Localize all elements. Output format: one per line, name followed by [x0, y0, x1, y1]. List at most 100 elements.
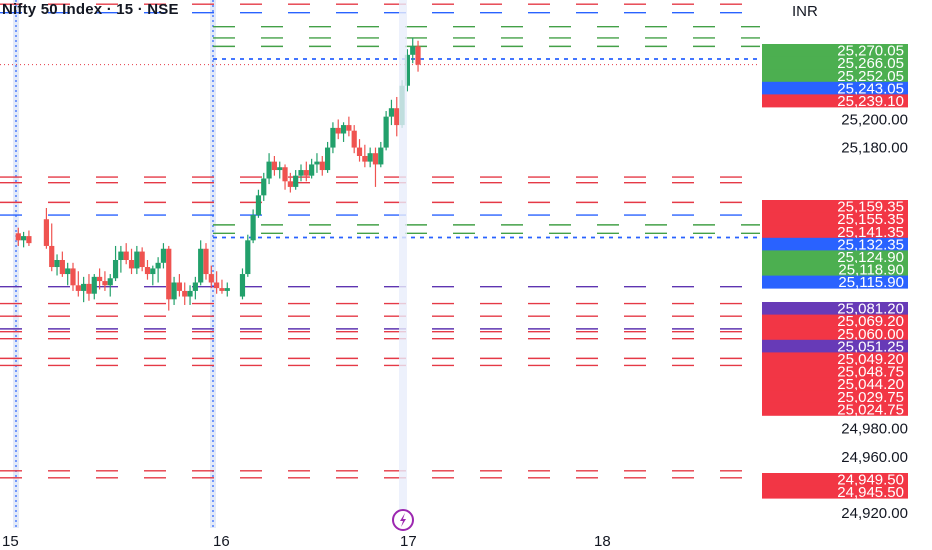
candle-body: [266, 161, 272, 179]
x-tick-label: 17: [400, 533, 417, 550]
price-badge-label: 24,949.50: [837, 472, 904, 489]
price-badge-label: 25,024.75: [837, 401, 904, 418]
currency-label[interactable]: INR: [792, 3, 818, 20]
price-badge-label: 25,239.10: [837, 93, 904, 110]
candle-body: [351, 130, 357, 148]
candle-body: [410, 46, 416, 55]
candle-body: [15, 233, 21, 241]
candle-body: [372, 153, 379, 165]
candle-body: [182, 290, 188, 297]
candle-body: [21, 236, 27, 241]
price-badge: [762, 212, 908, 226]
candle-body: [86, 283, 92, 294]
candle-body: [367, 153, 373, 162]
price-badge-label: 25,159.35: [837, 199, 904, 216]
candle-body: [214, 282, 220, 289]
current-bar-highlight: [399, 0, 407, 528]
price-badge: [762, 365, 908, 378]
candle-body: [239, 274, 246, 297]
candle-body: [118, 251, 124, 260]
price-badge-label: 25,044.20: [837, 376, 904, 393]
candle-body: [171, 282, 177, 300]
price-badge-label: 25,141.35: [837, 224, 904, 241]
price-badge-label: 25,049.20: [837, 351, 904, 368]
candle-body: [91, 276, 97, 294]
candle-body: [224, 288, 230, 291]
candle-body: [192, 282, 198, 291]
candle-body: [298, 170, 304, 176]
price-badge-label: 25,060.00: [837, 326, 904, 343]
y-tick-label: 24,980.00: [841, 421, 908, 438]
price-badge: [762, 44, 908, 57]
candle-body: [319, 161, 325, 171]
candle-body: [97, 276, 103, 282]
candle-body: [107, 278, 113, 286]
price-badge-label: 25,118.90: [838, 262, 904, 279]
session-band: [13, 0, 19, 528]
candle-body: [293, 175, 299, 187]
candle-body: [261, 178, 267, 196]
y-tick-label: 25,200.00: [841, 111, 908, 128]
candle-body: [415, 46, 421, 65]
price-badge-label: 24,945.50: [837, 484, 904, 501]
x-tick-label: 16: [213, 533, 230, 550]
candle-body: [54, 260, 60, 268]
price-badge-label: 25,048.75: [837, 364, 904, 381]
candle-body: [208, 274, 214, 283]
x-tick-label: 18: [594, 533, 611, 550]
candle-body: [282, 167, 288, 182]
candle-body: [277, 167, 283, 171]
price-badge: [762, 200, 908, 213]
price-badge: [762, 402, 908, 416]
candle-body: [219, 288, 225, 291]
price-badge: [762, 225, 908, 239]
candle-body: [26, 236, 32, 244]
candle-body: [49, 245, 55, 268]
candle-body: [388, 108, 395, 117]
lightning-glyph: [400, 513, 406, 527]
candle-body: [65, 268, 71, 275]
price-badge: [762, 327, 908, 341]
price-badge: [762, 56, 908, 70]
candle-body: [144, 267, 151, 275]
price-badge: [762, 377, 908, 391]
candle-body: [75, 285, 81, 291]
price-badge-label: 25,252.05: [837, 68, 904, 85]
candle-body: [123, 251, 129, 260]
price-badge: [762, 94, 908, 108]
price-badge: [762, 339, 908, 353]
candle-body: [309, 164, 315, 176]
price-badge-label: 25,243.05: [837, 80, 904, 97]
candle-body: [356, 147, 363, 156]
candle-body: [187, 290, 193, 297]
price-badge: [762, 473, 908, 486]
price-badge: [762, 352, 908, 366]
price-badge: [762, 485, 908, 499]
candle-body: [340, 125, 347, 134]
price-badge: [762, 237, 908, 251]
candle-body: [330, 127, 336, 148]
candle-body: [245, 240, 251, 275]
candle-body: [287, 181, 293, 187]
candle-body: [203, 248, 209, 275]
price-badge-label: 25,155.35: [837, 211, 904, 228]
price-badge-label: 25,115.90: [838, 274, 904, 291]
y-tick-label: 24,960.00: [841, 449, 908, 466]
candle-body: [271, 161, 277, 171]
candle-body: [314, 161, 320, 165]
session-band: [210, 0, 216, 528]
price-badge: [762, 302, 908, 315]
candle-body: [335, 127, 341, 134]
candle-body: [134, 251, 140, 269]
candle-body: [59, 260, 65, 275]
price-badge-label: 25,132.35: [837, 236, 904, 253]
candle-body: [176, 282, 182, 291]
candle-body: [378, 147, 384, 165]
price-badge-label: 25,270.05: [837, 43, 904, 60]
x-tick-label: 15: [2, 533, 19, 550]
price-badge: [762, 314, 908, 328]
price-badge: [762, 390, 908, 404]
price-badge: [762, 275, 908, 289]
candle-body: [150, 268, 156, 275]
